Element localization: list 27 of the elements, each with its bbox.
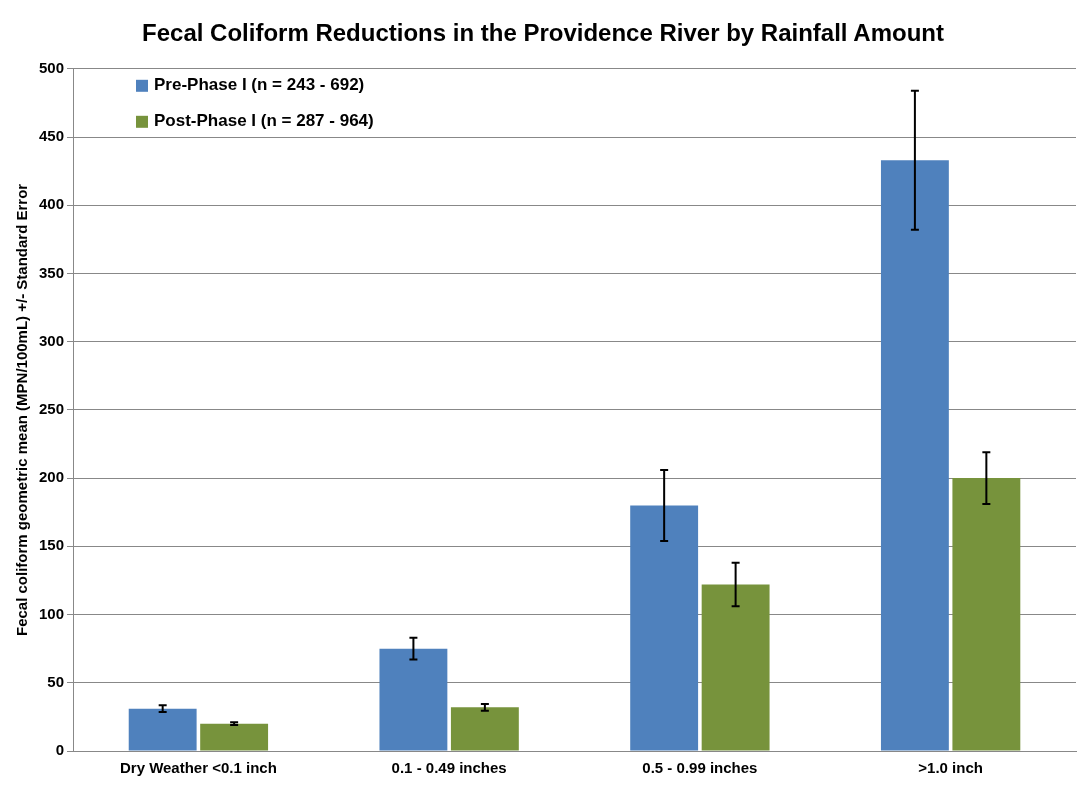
- legend-label: Post-Phase I (n = 287 - 964): [154, 111, 374, 131]
- y-tick-label: 450: [39, 127, 65, 145]
- legend-label: Pre-Phase I (n = 243 - 692): [154, 75, 365, 95]
- y-tick-label: 0: [55, 741, 65, 759]
- y-tick-label: 300: [39, 331, 65, 349]
- y-tick-label: 400: [39, 195, 65, 213]
- y-tick-label: 250: [39, 400, 65, 418]
- bar: [880, 160, 949, 751]
- x-tick-label: >1.0 inch: [918, 759, 983, 777]
- x-tick-label: 0.1 - 0.49 inches: [391, 759, 507, 777]
- bar: [128, 708, 197, 751]
- bar: [630, 505, 699, 751]
- x-tick-label: Dry Weather <0.1 inch: [119, 759, 277, 777]
- y-tick-label: 100: [39, 604, 65, 622]
- y-tick-label: 350: [39, 263, 65, 281]
- bar: [450, 707, 519, 751]
- chart-title: Fecal Coliform Reductions in the Providence River by Rainfall Amount: [142, 19, 944, 47]
- bar: [701, 584, 770, 751]
- bar: [952, 478, 1021, 751]
- y-tick-label: 50: [47, 672, 65, 690]
- y-tick-label: 150: [39, 536, 65, 554]
- y-axis-title: Fecal coliform geometric mean (MPN/100mL) +/- Standard Error: [13, 183, 31, 637]
- y-tick-label: 500: [39, 58, 65, 76]
- y-tick-label: 200: [39, 468, 65, 486]
- bar: [200, 723, 269, 751]
- bar: [379, 648, 448, 751]
- x-tick-label: 0.5 - 0.99 inches: [642, 759, 758, 777]
